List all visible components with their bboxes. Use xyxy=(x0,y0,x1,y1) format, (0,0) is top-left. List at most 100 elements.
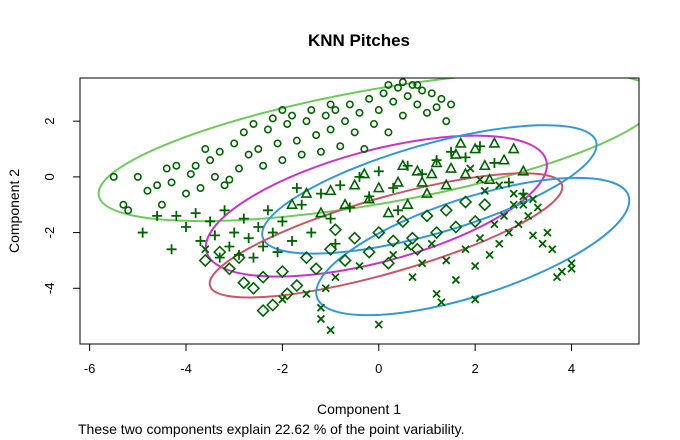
data-point-cluster-3 xyxy=(459,167,472,179)
data-point-cluster-4 xyxy=(381,256,396,270)
data-point-cluster-1 xyxy=(133,172,142,181)
data-point-cluster-2 xyxy=(258,241,269,252)
data-point-cluster-4 xyxy=(348,231,362,245)
data-point-cluster-1 xyxy=(326,100,335,109)
data-point-cluster-1 xyxy=(235,164,244,173)
data-point-cluster-2 xyxy=(291,183,302,194)
data-point-cluster-5 xyxy=(480,186,489,195)
data-point-cluster-2 xyxy=(489,157,500,168)
data-point-cluster-5 xyxy=(331,273,340,282)
data-point-cluster-1 xyxy=(379,89,388,98)
data-point-cluster-2 xyxy=(171,210,182,221)
data-points xyxy=(109,78,576,335)
data-point-cluster-1 xyxy=(172,161,181,170)
data-point-cluster-5 xyxy=(408,273,417,282)
data-point-cluster-2 xyxy=(238,213,249,224)
data-point-cluster-5 xyxy=(418,259,427,268)
data-point-cluster-4 xyxy=(362,245,376,259)
data-point-cluster-4 xyxy=(372,225,386,240)
data-point-cluster-3 xyxy=(401,198,414,210)
data-point-cluster-1 xyxy=(316,147,325,156)
data-point-cluster-4 xyxy=(256,270,270,284)
data-point-cluster-3 xyxy=(488,136,501,148)
x-tick-label: 2 xyxy=(472,361,479,376)
y-axis: -4 -2 0 2 xyxy=(42,118,80,294)
data-point-cluster-5 xyxy=(495,239,504,248)
data-point-cluster-1 xyxy=(215,147,224,156)
data-point-cluster-1 xyxy=(297,150,306,159)
data-point-cluster-3 xyxy=(421,186,433,198)
data-point-cluster-1 xyxy=(374,106,383,115)
data-point-cluster-1 xyxy=(206,156,215,165)
data-point-cluster-2 xyxy=(195,235,206,246)
data-point-cluster-1 xyxy=(259,161,268,170)
data-point-cluster-5 xyxy=(514,220,523,229)
data-point-cluster-1 xyxy=(413,80,422,89)
data-point-cluster-5 xyxy=(355,261,364,271)
data-point-cluster-4 xyxy=(405,231,420,245)
data-point-cluster-3 xyxy=(440,178,453,190)
data-point-cluster-5 xyxy=(528,195,538,204)
data-point-cluster-2 xyxy=(287,235,298,246)
data-point-cluster-1 xyxy=(384,80,393,89)
data-point-cluster-2 xyxy=(267,227,278,238)
data-point-cluster-5 xyxy=(543,228,552,237)
x-axis: -6 -4 -2 0 2 4 xyxy=(84,344,575,376)
data-point-cluster-1 xyxy=(422,108,431,117)
data-point-cluster-1 xyxy=(398,78,407,87)
x-tick-label: 4 xyxy=(568,361,575,376)
data-point-cluster-4 xyxy=(198,253,212,268)
data-point-cluster-1 xyxy=(273,139,282,148)
data-point-cluster-2 xyxy=(253,222,264,233)
data-point-cluster-3 xyxy=(425,167,438,179)
data-point-cluster-1 xyxy=(292,136,301,145)
data-point-cluster-5 xyxy=(495,181,504,190)
data-point-cluster-1 xyxy=(263,125,272,134)
data-point-cluster-2 xyxy=(209,230,220,241)
data-point-cluster-3 xyxy=(396,159,409,171)
data-point-cluster-1 xyxy=(345,100,354,109)
data-point-cluster-5 xyxy=(427,239,436,248)
data-point-cluster-5 xyxy=(557,267,567,276)
data-point-cluster-3 xyxy=(449,147,462,159)
data-point-cluster-4 xyxy=(290,278,304,293)
data-point-cluster-3 xyxy=(483,172,496,184)
data-point-cluster-1 xyxy=(278,106,287,115)
data-point-cluster-2 xyxy=(306,227,317,238)
data-point-cluster-1 xyxy=(157,200,166,209)
data-point-cluster-4 xyxy=(256,303,270,318)
data-point-cluster-2 xyxy=(393,205,404,216)
data-point-cluster-2 xyxy=(219,205,230,216)
y-tick-label: 0 xyxy=(42,173,57,180)
data-point-cluster-2 xyxy=(205,216,216,227)
data-point-cluster-2 xyxy=(248,252,259,263)
data-point-cluster-5 xyxy=(538,239,547,248)
data-point-cluster-5 xyxy=(302,289,311,299)
data-point-cluster-5 xyxy=(475,234,485,243)
data-point-cluster-5 xyxy=(509,189,518,198)
x-tick-label: -2 xyxy=(277,361,289,376)
data-point-cluster-3 xyxy=(517,164,530,176)
x-tick-label: 0 xyxy=(375,361,382,376)
data-point-cluster-5 xyxy=(567,264,576,273)
data-point-cluster-4 xyxy=(232,251,246,265)
data-point-cluster-1 xyxy=(331,106,340,115)
data-point-cluster-5 xyxy=(533,203,542,212)
data-point-cluster-1 xyxy=(283,119,292,128)
data-point-cluster-5 xyxy=(504,228,514,237)
data-point-cluster-4 xyxy=(246,281,261,295)
data-point-cluster-2 xyxy=(277,216,288,227)
data-point-cluster-3 xyxy=(430,156,443,168)
data-point-cluster-1 xyxy=(109,172,118,181)
data-point-cluster-5 xyxy=(509,200,518,209)
data-point-cluster-1 xyxy=(230,139,239,148)
data-point-cluster-4 xyxy=(429,225,444,240)
data-point-cluster-2 xyxy=(460,152,471,163)
data-point-cluster-2 xyxy=(166,244,177,255)
data-point-cluster-1 xyxy=(326,125,335,134)
data-point-cluster-3 xyxy=(300,186,313,198)
data-point-cluster-5 xyxy=(519,192,528,201)
data-point-cluster-1 xyxy=(191,161,200,170)
data-point-cluster-5 xyxy=(316,303,326,312)
cluster-ellipse-5 xyxy=(315,176,631,317)
